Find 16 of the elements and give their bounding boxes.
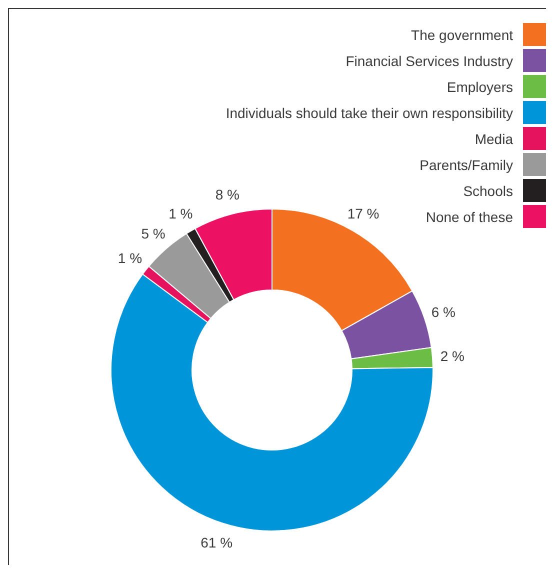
data-label: 2 % bbox=[440, 348, 465, 364]
legend-label: None of these bbox=[426, 208, 513, 224]
legend-label: Media bbox=[474, 130, 513, 146]
data-label: 17 % bbox=[347, 206, 380, 222]
data-label: 1 % bbox=[168, 206, 193, 222]
legend-label: Parents/Family bbox=[420, 156, 513, 172]
data-label: 6 % bbox=[431, 304, 456, 320]
legend-label: The government bbox=[411, 26, 513, 42]
legend-label: Employers bbox=[446, 78, 513, 94]
data-label: 5 % bbox=[141, 225, 166, 242]
data-label: 1 % bbox=[118, 250, 142, 266]
data-label: 61 % bbox=[200, 534, 233, 550]
data-label: 8 % bbox=[215, 186, 240, 203]
legend-label: Schools bbox=[463, 182, 513, 198]
legend-label: Financial Services Industry bbox=[346, 52, 513, 68]
legend-label: Individuals should take their own responsibility bbox=[226, 104, 513, 120]
